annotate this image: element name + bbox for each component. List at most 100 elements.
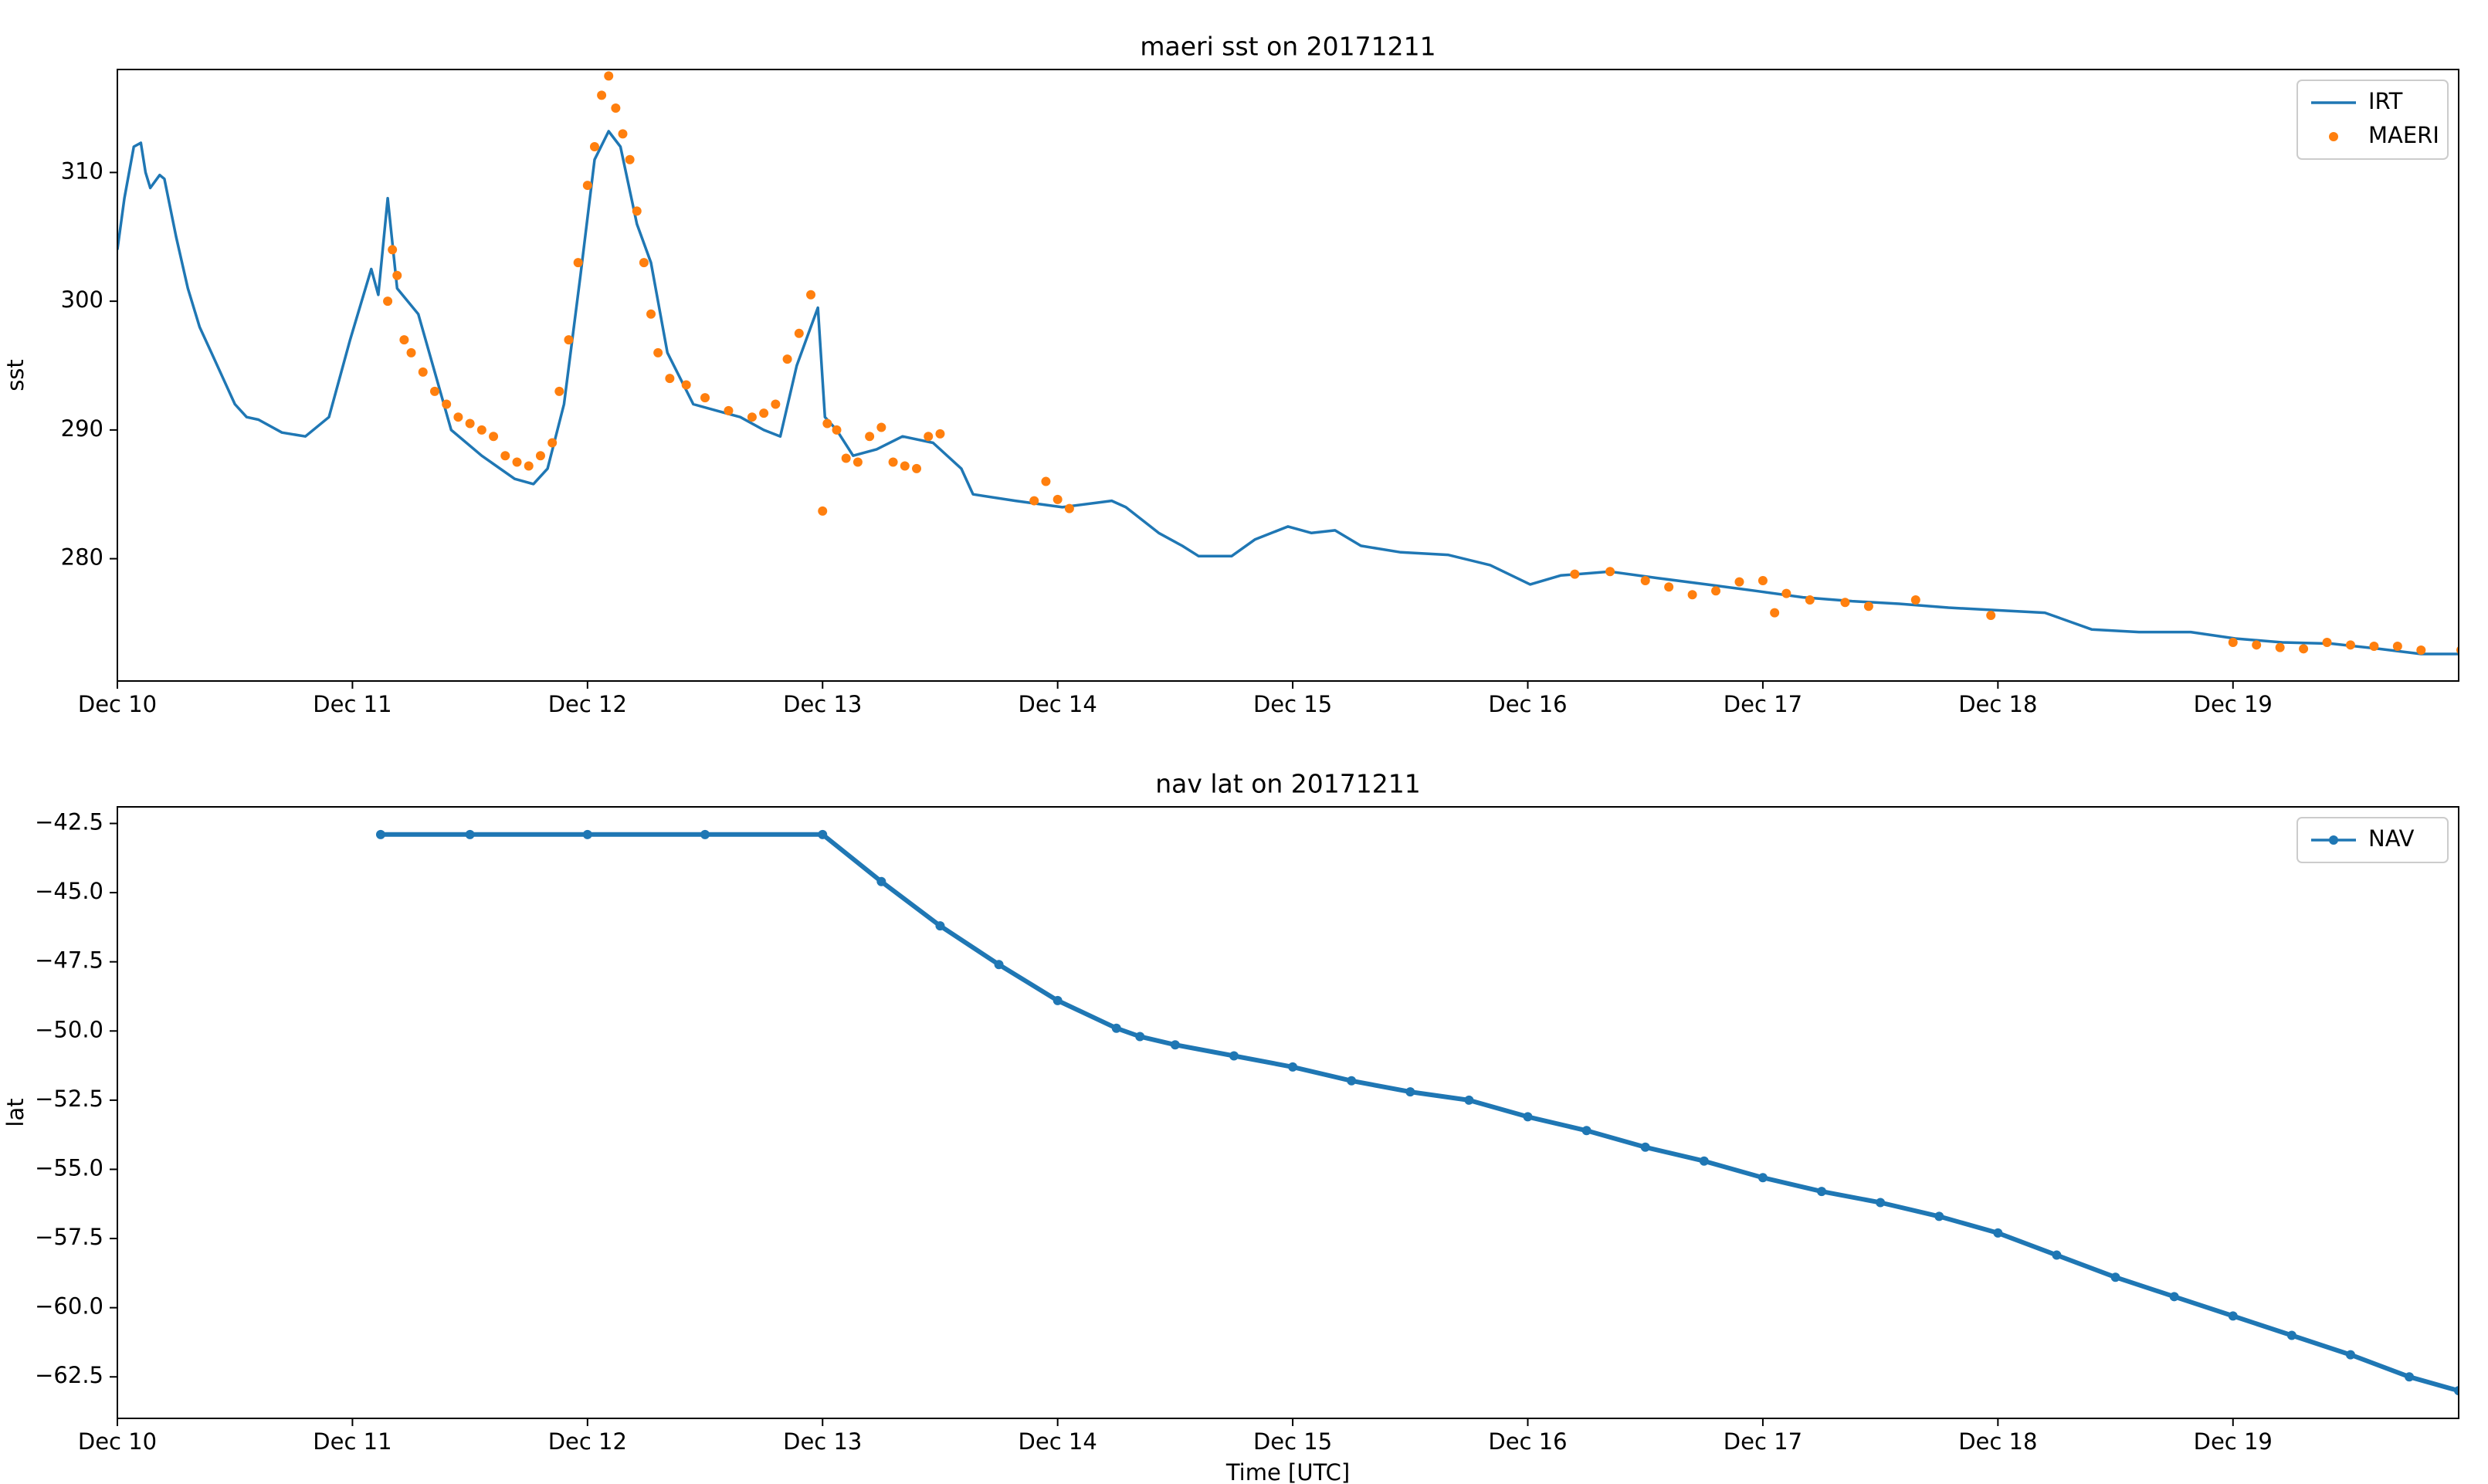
- data-point: [1052, 494, 1063, 504]
- data-point: [1347, 1076, 1357, 1086]
- legend-marker: [2329, 835, 2338, 845]
- x-tick-label: Dec 12: [548, 1428, 627, 1455]
- data-point: [1523, 1112, 1533, 1122]
- data-point: [2252, 640, 2262, 650]
- data-point: [1570, 569, 1580, 579]
- data-point: [573, 258, 583, 268]
- series-line: [117, 130, 2459, 656]
- x-tick-label: Dec 14: [1019, 691, 1097, 717]
- data-point: [771, 399, 781, 409]
- data-point: [564, 335, 574, 345]
- legend-label: MAERI: [2368, 122, 2439, 148]
- x-tick-label: Dec 10: [78, 691, 157, 717]
- data-point: [399, 335, 409, 345]
- data-point: [1229, 1051, 1239, 1061]
- x-tick-label: Dec 19: [2194, 1428, 2273, 1455]
- data-point: [597, 90, 607, 100]
- data-point: [2454, 1386, 2459, 1396]
- y-tick-label: 310: [61, 158, 103, 184]
- data-point: [476, 425, 486, 435]
- data-point: [639, 258, 649, 268]
- data-point: [794, 328, 804, 338]
- x-tick-label: Dec 19: [2194, 691, 2273, 717]
- data-point: [418, 367, 428, 377]
- data-point: [1581, 1126, 1591, 1136]
- data-point: [429, 386, 439, 396]
- data-point: [1288, 1062, 1298, 1072]
- data-point: [2416, 645, 2426, 655]
- data-point: [512, 457, 522, 467]
- data-point: [1734, 577, 1744, 587]
- legend-marker: [2329, 132, 2338, 141]
- data-point: [759, 408, 769, 418]
- data-point: [625, 154, 635, 164]
- data-point: [841, 453, 851, 463]
- data-point: [2392, 641, 2402, 651]
- data-point: [1770, 608, 1780, 618]
- data-point: [2228, 637, 2238, 647]
- data-point: [500, 451, 510, 461]
- data-point: [383, 296, 393, 307]
- y-tick-label: −60.0: [35, 1293, 103, 1320]
- data-point: [604, 71, 614, 81]
- data-point: [1664, 582, 1674, 592]
- data-point: [392, 270, 402, 280]
- data-point: [646, 309, 656, 319]
- data-point: [818, 829, 828, 839]
- x-tick-label: Dec 13: [783, 1428, 862, 1455]
- data-point: [582, 829, 592, 839]
- data-point: [876, 876, 886, 886]
- data-point: [935, 429, 945, 439]
- axes-frame: [117, 69, 2459, 682]
- data-point: [589, 142, 599, 152]
- x-tick-label: Dec 17: [1724, 1428, 1802, 1455]
- data-point: [1986, 610, 1996, 620]
- data-point: [900, 461, 910, 471]
- chart-title: maeri sst on 20171211: [1140, 32, 1436, 62]
- data-point: [2322, 637, 2332, 647]
- data-point: [1758, 575, 1768, 585]
- data-point: [611, 103, 621, 114]
- data-point: [1052, 995, 1063, 1005]
- data-point: [852, 457, 863, 467]
- x-tick-label: Dec 13: [783, 691, 862, 717]
- data-point: [1840, 598, 1850, 608]
- x-tick-label: Dec 11: [313, 1428, 392, 1455]
- y-tick-label: 290: [61, 415, 103, 442]
- chart-title: nav lat on 20171211: [1155, 769, 1421, 799]
- x-tick-label: Dec 18: [1958, 691, 2037, 717]
- y-axis-label: sst: [2, 359, 29, 391]
- data-point: [1910, 595, 1920, 605]
- data-point: [1993, 1228, 2003, 1238]
- data-point: [681, 380, 691, 390]
- data-point: [1135, 1032, 1145, 1042]
- data-point: [375, 829, 385, 839]
- data-point: [1687, 590, 1697, 600]
- data-point: [865, 432, 875, 442]
- x-tick-label: Dec 10: [78, 1428, 157, 1455]
- data-point: [2052, 1250, 2062, 1260]
- y-tick-label: −62.5: [35, 1362, 103, 1388]
- legend-label: IRT: [2368, 88, 2403, 114]
- x-tick-label: Dec 12: [548, 691, 627, 717]
- data-point: [1464, 1095, 1474, 1105]
- data-point: [1711, 586, 1721, 596]
- data-point: [2286, 1330, 2296, 1340]
- series-group: [375, 829, 2459, 1396]
- data-point: [1041, 476, 1051, 486]
- data-point: [2299, 644, 2309, 654]
- data-point: [2456, 645, 2459, 655]
- data-point: [700, 829, 710, 839]
- data-point: [724, 405, 734, 415]
- data-point: [1640, 575, 1650, 585]
- data-point: [924, 432, 934, 442]
- data-point: [747, 412, 757, 422]
- data-point: [935, 921, 945, 931]
- y-tick-label: −45.0: [35, 878, 103, 904]
- y-tick-label: −52.5: [35, 1086, 103, 1112]
- data-point: [806, 290, 816, 300]
- x-tick-label: Dec 17: [1724, 691, 1802, 717]
- x-tick-label: Dec 15: [1253, 1428, 1332, 1455]
- data-point: [535, 451, 545, 461]
- data-point: [2228, 1311, 2238, 1321]
